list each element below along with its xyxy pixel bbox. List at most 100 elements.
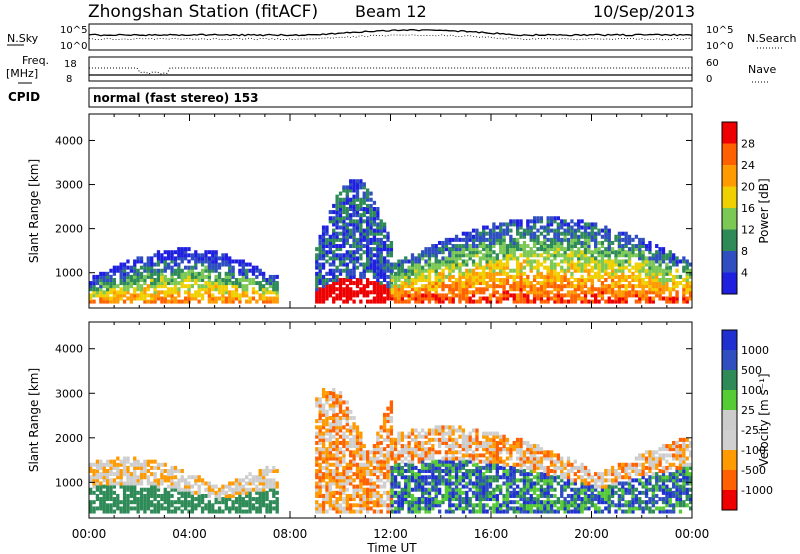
heatmap-cell bbox=[454, 262, 459, 267]
heatmap-cell bbox=[468, 509, 472, 514]
heatmap-cell bbox=[382, 412, 387, 417]
heatmap-cell bbox=[583, 481, 588, 486]
heatmap-cell bbox=[335, 440, 339, 445]
heatmap-cell bbox=[315, 487, 319, 492]
heatmap-cell bbox=[369, 259, 373, 264]
heatmap-cell bbox=[116, 503, 120, 508]
heatmap-cell bbox=[454, 428, 459, 433]
heatmap-cell bbox=[580, 484, 584, 489]
heatmap-cell bbox=[427, 462, 432, 467]
heatmap-cell bbox=[102, 509, 106, 514]
heatmap-cell bbox=[658, 287, 662, 292]
heatmap-cell bbox=[448, 447, 452, 452]
heatmap-cell bbox=[539, 450, 544, 455]
heatmap-cell bbox=[434, 428, 438, 433]
heatmap-cell bbox=[549, 219, 554, 224]
heatmap-cell bbox=[139, 274, 144, 279]
heatmap-cell bbox=[665, 268, 669, 273]
heatmap-cell bbox=[207, 506, 212, 511]
heatmap-cell bbox=[529, 447, 533, 452]
heatmap-cell bbox=[434, 475, 438, 480]
heatmap-cell bbox=[349, 200, 353, 205]
heatmap-cell bbox=[492, 237, 496, 242]
heatmap-cell bbox=[587, 247, 591, 252]
heatmap-cell bbox=[359, 487, 363, 492]
heatmap-cell bbox=[532, 284, 537, 289]
heatmap-cell bbox=[587, 500, 591, 505]
heatmap-cell bbox=[553, 216, 557, 221]
heatmap-cell bbox=[116, 469, 120, 474]
heatmap-cell bbox=[248, 503, 252, 508]
heatmap-cell bbox=[349, 281, 353, 286]
heatmap-cell bbox=[444, 425, 449, 430]
heatmap-cell bbox=[475, 271, 479, 276]
heatmap-cell bbox=[214, 281, 218, 286]
heatmap-cell bbox=[451, 469, 455, 474]
heatmap-cell bbox=[89, 506, 93, 511]
heatmap-cell bbox=[492, 444, 496, 449]
heatmap-cell bbox=[109, 472, 113, 477]
heatmap-cell bbox=[475, 228, 479, 233]
heatmap-cell bbox=[133, 472, 137, 477]
heatmap-cell bbox=[156, 493, 161, 498]
heatmap-cell bbox=[590, 293, 594, 298]
heatmap-cell bbox=[427, 447, 432, 452]
heatmap-cell bbox=[133, 265, 137, 270]
heatmap-cell bbox=[349, 459, 353, 464]
heatmap-cell bbox=[261, 497, 266, 502]
heatmap-cell bbox=[376, 503, 380, 508]
heatmap-cell bbox=[458, 506, 462, 511]
heatmap-cell bbox=[393, 478, 398, 483]
heatmap-cell bbox=[393, 447, 398, 452]
heatmap-cell bbox=[468, 231, 472, 236]
heatmap-cell bbox=[318, 487, 322, 492]
heatmap-cell bbox=[566, 299, 571, 304]
heatmap-cell bbox=[321, 296, 326, 301]
heatmap-cell bbox=[105, 271, 110, 276]
heatmap-cell bbox=[221, 262, 225, 267]
heatmap-cell bbox=[536, 487, 540, 492]
heatmap-cell bbox=[688, 296, 693, 301]
heatmap-cell bbox=[136, 478, 140, 483]
heatmap-cell bbox=[170, 293, 174, 298]
heatmap-cell bbox=[379, 284, 383, 289]
heatmap-cell bbox=[478, 506, 482, 511]
heatmap-cell bbox=[532, 296, 537, 301]
heatmap-cell bbox=[560, 225, 564, 230]
heatmap-cell bbox=[355, 256, 360, 261]
heatmap-cell bbox=[539, 299, 544, 304]
heatmap-cell bbox=[328, 503, 332, 508]
heatmap-cell bbox=[505, 262, 510, 267]
heatmap-cell bbox=[614, 234, 618, 239]
heatmap-cell bbox=[404, 450, 408, 455]
heatmap-cell bbox=[349, 465, 353, 470]
heatmap-cell bbox=[366, 219, 370, 224]
heatmap-cell bbox=[532, 240, 537, 245]
heatmap-cell bbox=[345, 284, 349, 289]
heatmap-cell bbox=[112, 271, 117, 276]
heatmap-cell bbox=[129, 484, 134, 489]
heatmap-cell bbox=[234, 487, 239, 492]
heatmap-cell bbox=[539, 219, 544, 224]
heatmap-cell bbox=[258, 268, 262, 273]
heatmap-cell bbox=[634, 253, 639, 258]
heatmap-cell bbox=[400, 262, 404, 267]
heatmap-cell bbox=[566, 268, 571, 273]
heatmap-cell bbox=[492, 274, 496, 279]
heatmap-cell bbox=[417, 299, 421, 304]
heatmap-cell bbox=[556, 244, 561, 249]
heatmap-cell bbox=[261, 274, 266, 279]
heatmap-cell bbox=[421, 444, 425, 449]
heatmap-cell bbox=[631, 250, 635, 255]
heatmap-cell bbox=[583, 506, 588, 511]
heatmap-cell bbox=[573, 487, 577, 492]
heatmap-cell bbox=[89, 462, 93, 467]
heatmap-cell bbox=[379, 453, 383, 458]
heatmap-cell bbox=[475, 250, 479, 255]
heatmap-cell bbox=[529, 481, 533, 486]
heatmap-cell bbox=[349, 203, 353, 208]
heatmap-cell bbox=[434, 265, 438, 270]
heatmap-cell bbox=[335, 210, 339, 215]
heatmap-cell bbox=[417, 478, 421, 483]
heatmap-cell bbox=[536, 228, 540, 233]
